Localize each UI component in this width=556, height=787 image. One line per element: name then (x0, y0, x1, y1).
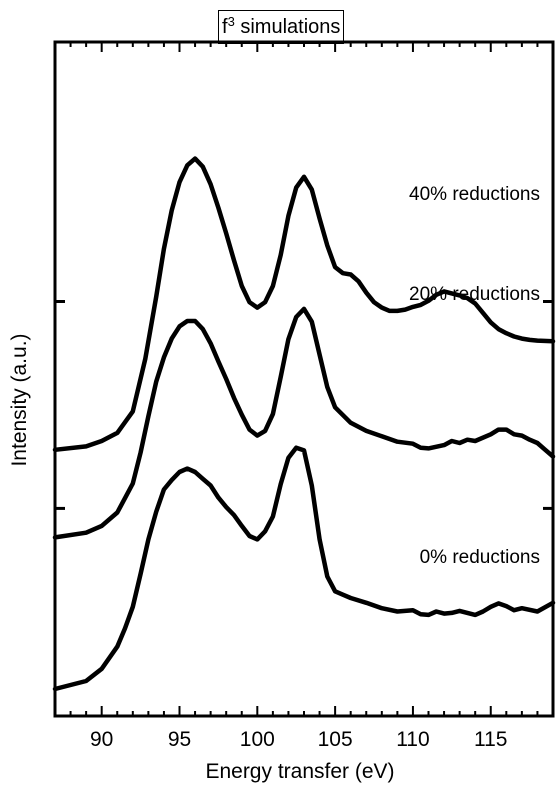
series-label: 20% reductions (409, 284, 540, 305)
x-tick-label: 95 (168, 728, 191, 751)
series-line (52, 445, 556, 692)
title-rest: simulations (234, 16, 341, 38)
x-axis-label: Energy transfer (eV) (205, 760, 394, 783)
series-line (52, 156, 556, 453)
title-superscript: 3 (227, 14, 235, 29)
x-tick-label: 110 (396, 728, 429, 751)
x-tick-labels: 90 95 100 105 110 115 (90, 728, 507, 751)
chart-title: f3 simulations (218, 10, 345, 44)
x-tick-label: 105 (318, 728, 353, 751)
x-tick-label: 90 (90, 728, 113, 751)
series-lines (52, 156, 556, 692)
title-main: f (222, 16, 228, 38)
plot-frame (53, 40, 555, 718)
series-labels: 40% reductions 20% reductions 0% reduction… (409, 184, 540, 568)
x-tick-label: 115 (474, 728, 507, 751)
series-line (52, 306, 556, 540)
series-label: 0% reductions (420, 547, 540, 568)
x-tick-label: 100 (240, 728, 275, 751)
series-label: 40% reductions (409, 184, 540, 205)
y-axis-label: Intensity (a.u.) (8, 333, 31, 466)
